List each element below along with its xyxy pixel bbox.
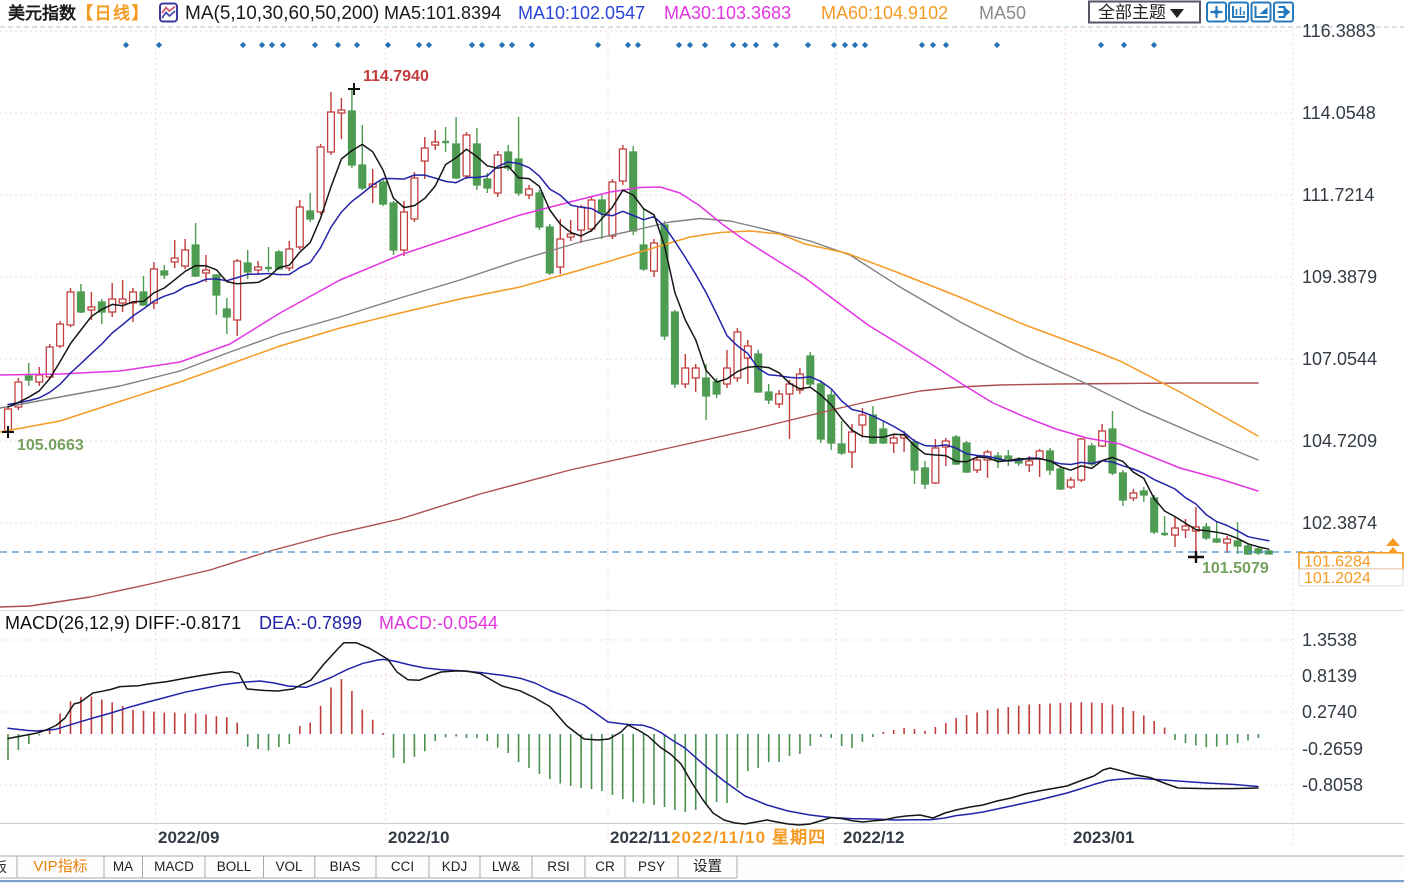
- svg-text:PSY: PSY: [638, 859, 665, 874]
- svg-text:CCI: CCI: [391, 859, 414, 874]
- svg-text:MA30:103.3683: MA30:103.3683: [664, 3, 791, 23]
- svg-text:CR: CR: [595, 859, 615, 874]
- svg-text:MA: MA: [113, 859, 133, 874]
- svg-text:DEA:-0.7899: DEA:-0.7899: [259, 613, 362, 633]
- svg-text:2022/12: 2022/12: [843, 828, 904, 847]
- svg-text:RSI: RSI: [547, 859, 570, 874]
- svg-text:全部主题: 全部主题: [1098, 3, 1166, 22]
- svg-text:板: 板: [0, 859, 7, 875]
- svg-text:MACD:-0.0544: MACD:-0.0544: [379, 613, 498, 633]
- svg-text:KDJ: KDJ: [442, 859, 468, 874]
- svg-text:101.6284: 101.6284: [1304, 554, 1371, 571]
- svg-text:0.8139: 0.8139: [1302, 666, 1357, 686]
- svg-text:VIP指标: VIP指标: [33, 858, 87, 875]
- svg-text:MA10:102.0547: MA10:102.0547: [518, 3, 645, 23]
- svg-text:114.7940: 114.7940: [363, 68, 429, 85]
- svg-text:0.2740: 0.2740: [1302, 702, 1357, 722]
- svg-text:101.2024: 101.2024: [1304, 570, 1371, 587]
- svg-text:116.3883: 116.3883: [1302, 21, 1376, 41]
- svg-text:设置: 设置: [693, 858, 722, 875]
- svg-text:105.0663: 105.0663: [17, 437, 84, 454]
- svg-text:美元指数: 美元指数: [8, 3, 77, 23]
- svg-text:【日线】: 【日线】: [76, 3, 150, 23]
- svg-text:102.3874: 102.3874: [1302, 513, 1377, 533]
- svg-text:2022/11/10 星期四: 2022/11/10 星期四: [671, 828, 826, 847]
- svg-text:LW&: LW&: [492, 859, 520, 874]
- svg-text:2022/10: 2022/10: [388, 828, 449, 847]
- svg-text:114.0548: 114.0548: [1302, 103, 1376, 123]
- svg-text:104.7209: 104.7209: [1302, 431, 1377, 451]
- svg-text:2022/11: 2022/11: [610, 828, 671, 847]
- svg-text:MACD: MACD: [154, 859, 194, 874]
- svg-text:2023/01: 2023/01: [1073, 828, 1134, 847]
- svg-text:-0.8058: -0.8058: [1302, 775, 1363, 795]
- svg-text:2022/09: 2022/09: [158, 828, 219, 847]
- svg-text:MACD(26,12,9) DIFF:-0.8171: MACD(26,12,9) DIFF:-0.8171: [5, 613, 241, 633]
- svg-text:MA5:101.8394: MA5:101.8394: [384, 3, 501, 23]
- svg-text:109.3879: 109.3879: [1302, 267, 1377, 287]
- svg-text:BOLL: BOLL: [217, 859, 252, 874]
- svg-text:-0.2659: -0.2659: [1302, 739, 1363, 759]
- svg-text:MA(5,10,30,60,50,200): MA(5,10,30,60,50,200): [185, 3, 379, 24]
- svg-text:101.5079: 101.5079: [1202, 560, 1269, 577]
- svg-text:BIAS: BIAS: [330, 859, 361, 874]
- svg-text:107.0544: 107.0544: [1302, 349, 1377, 369]
- svg-text:111.7214: 111.7214: [1302, 185, 1374, 205]
- svg-text:1.3538: 1.3538: [1302, 630, 1357, 650]
- svg-text:MA60:104.9102: MA60:104.9102: [821, 3, 948, 23]
- svg-text:MA50: MA50: [979, 3, 1026, 23]
- svg-text:VOL: VOL: [275, 859, 303, 874]
